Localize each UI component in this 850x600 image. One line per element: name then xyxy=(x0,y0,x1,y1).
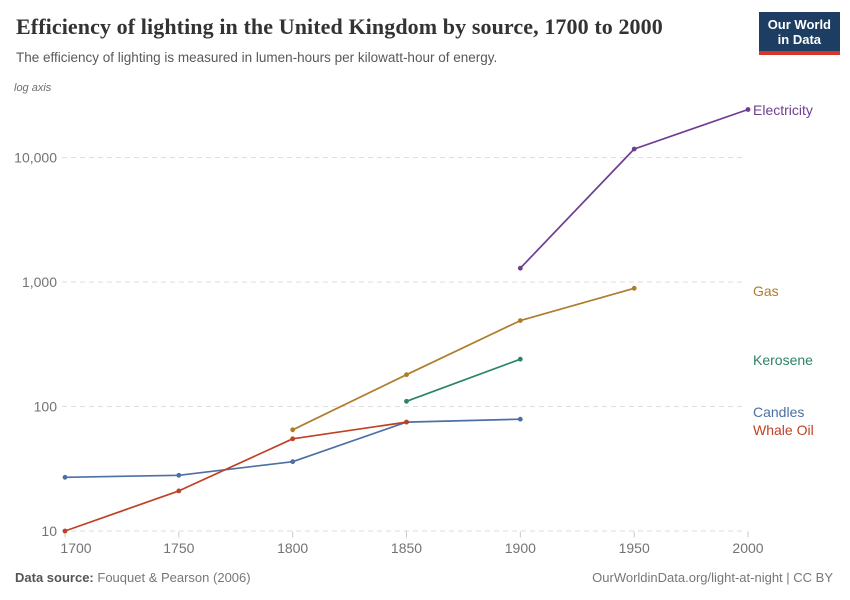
data-source: Data source: Fouquet & Pearson (2006) xyxy=(15,570,251,585)
series-label-whale-oil[interactable]: Whale Oil xyxy=(753,422,814,438)
y-axis-labels: 10 100 1,000 10,000 xyxy=(14,150,57,540)
y-gridlines xyxy=(62,157,745,532)
series-whale-oil[interactable]: Whale Oil xyxy=(62,419,814,534)
credit-link[interactable]: OurWorldinData.org/light-at-night | CC B… xyxy=(592,570,833,585)
x-tick-label: 1700 xyxy=(60,540,91,556)
data-point-electricity[interactable] xyxy=(631,146,637,152)
data-point-whale-oil[interactable] xyxy=(176,488,182,494)
x-tick-label: 1900 xyxy=(505,540,536,556)
data-point-gas[interactable] xyxy=(631,285,637,291)
data-point-electricity[interactable] xyxy=(517,265,523,271)
series-line-gas[interactable] xyxy=(291,287,636,431)
series-label-electricity[interactable]: Electricity xyxy=(753,102,813,118)
x-tick-label: 1800 xyxy=(277,540,308,556)
data-point-gas[interactable] xyxy=(290,427,296,433)
data-point-whale-oil[interactable] xyxy=(404,419,409,425)
data-point-candles[interactable] xyxy=(62,474,68,480)
x-tick-label: 2000 xyxy=(732,540,763,556)
data-point-electricity[interactable] xyxy=(745,107,751,112)
data-point-kerosene[interactable] xyxy=(404,398,409,404)
owid-logo-line2: in Data xyxy=(777,32,822,47)
series-label-kerosene[interactable]: Kerosene xyxy=(753,352,813,368)
chart-subtitle: The efficiency of lighting is measured i… xyxy=(16,50,498,65)
owid-logo-line1: Our World xyxy=(767,17,831,32)
series-line-kerosene[interactable] xyxy=(405,358,522,403)
series-kerosene[interactable]: Kerosene xyxy=(404,352,813,404)
x-tick-label: 1950 xyxy=(619,540,650,556)
y-tick-label: 10,000 xyxy=(14,150,57,166)
series-line-electricity[interactable] xyxy=(519,108,749,270)
data-point-candles[interactable] xyxy=(176,472,182,478)
x-tick-label: 1750 xyxy=(163,540,194,556)
x-tick-label: 1850 xyxy=(391,540,422,556)
page-title: Efficiency of lighting in the United Kin… xyxy=(16,14,663,39)
data-point-kerosene[interactable] xyxy=(517,356,523,362)
owid-logo[interactable]: Our World in Data xyxy=(758,12,840,55)
y-tick-label: 100 xyxy=(34,399,58,415)
series-gas[interactable]: Gas xyxy=(290,283,779,433)
data-point-candles[interactable] xyxy=(290,459,296,465)
series-label-candles[interactable]: Candles xyxy=(753,404,804,420)
data-point-whale-oil[interactable] xyxy=(62,528,68,534)
data-source-label: Data source: xyxy=(15,570,94,585)
x-axis: 1700 1750 1800 1850 1900 1950 2000 xyxy=(60,531,764,556)
data-point-gas[interactable] xyxy=(404,372,409,378)
y-tick-label: 10 xyxy=(41,523,57,539)
data-source-value: Fouquet & Pearson (2006) xyxy=(97,570,251,585)
log-axis-label: log axis xyxy=(14,82,52,94)
series-line-whale-oil[interactable] xyxy=(64,421,408,532)
series-electricity[interactable]: Electricity xyxy=(517,102,813,271)
owid-logo-red-bar xyxy=(758,51,840,55)
y-tick-label: 1,000 xyxy=(22,274,57,290)
data-point-gas[interactable] xyxy=(517,318,523,323)
data-point-whale-oil[interactable] xyxy=(290,436,296,442)
series-label-gas[interactable]: Gas xyxy=(753,283,779,299)
series-candles[interactable]: Candles xyxy=(62,404,805,480)
chart-footer: Data source: Fouquet & Pearson (2006) Ou… xyxy=(15,570,833,590)
data-point-candles[interactable] xyxy=(517,416,523,422)
